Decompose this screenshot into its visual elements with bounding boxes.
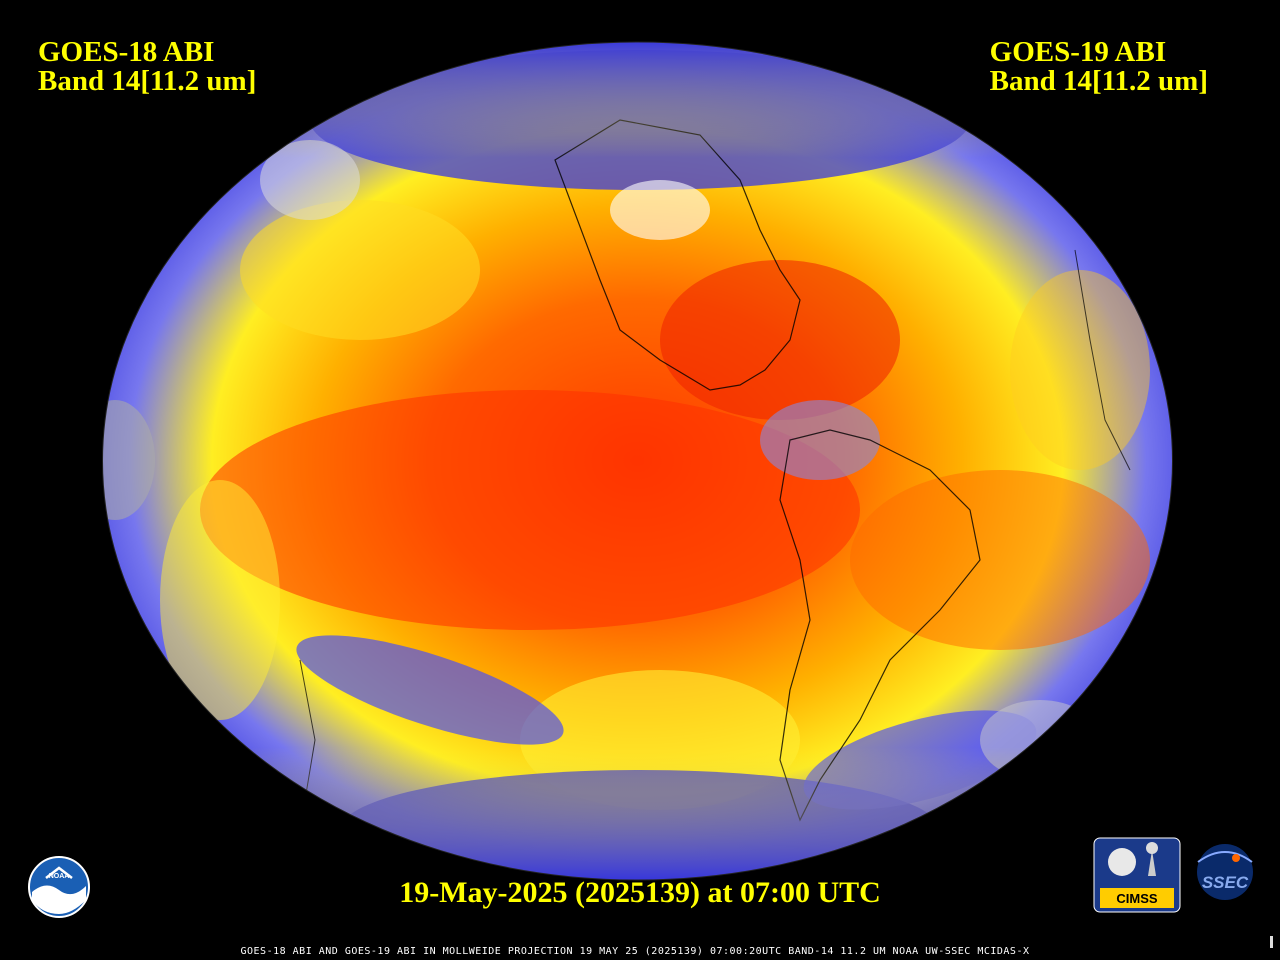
ssec-logo: SSEC <box>1197 844 1253 900</box>
right-satellite-name: GOES-19 ABI <box>989 36 1167 68</box>
cimss-logo: CIMSS <box>1093 837 1181 913</box>
footer-caption: GOES-18 ABI AND GOES-19 ABI IN MOLLWEIDE… <box>240 946 1030 957</box>
timestamp-label: 19-May-2025 (2025139) at 07:00 UTC <box>399 876 881 909</box>
noaa-logo: NOAA <box>28 856 90 918</box>
noaa-logo-text: NOAA <box>49 873 70 880</box>
footer-bar: GOES-18 ABI AND GOES-19 ABI IN MOLLWEIDE… <box>0 946 1280 958</box>
right-satellite-label: GOES-19 ABI Band 14[11.2 um] <box>990 38 1208 96</box>
left-satellite-name: GOES-18 ABI <box>38 36 215 68</box>
cimss-logo-text: CIMSS <box>1116 891 1158 906</box>
ssec-logo-text: SSEC <box>1202 873 1249 892</box>
right-band-name: Band 14[11.2 um] <box>989 65 1208 97</box>
left-satellite-label: GOES-18 ABI Band 14[11.2 um] <box>38 38 256 96</box>
satellite-globe-image <box>102 41 1173 881</box>
left-band-name: Band 14[11.2 um] <box>38 65 257 97</box>
corner-marker <box>1270 936 1273 948</box>
